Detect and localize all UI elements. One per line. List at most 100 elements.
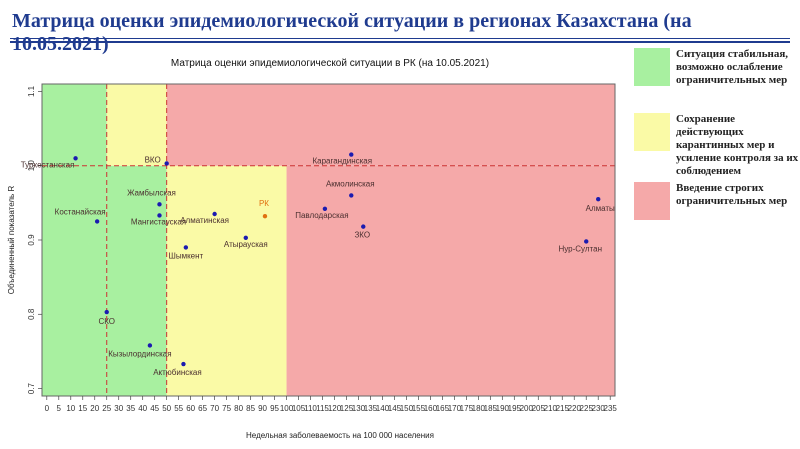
data-point [596, 196, 601, 202]
x-tick-label: 220 [568, 404, 582, 413]
y-tick-label: 0.7 [27, 382, 36, 394]
x-tick-label: 200 [520, 404, 534, 413]
zone-3 [166, 165, 287, 396]
x-tick-label: 165 [436, 404, 450, 413]
point-label: Алматы [586, 204, 615, 213]
chart-title: Матрица оценки эпидемиологической ситуац… [171, 58, 489, 69]
point-label: Актюбинская [153, 368, 202, 377]
point-label: Жамбылская [127, 188, 176, 197]
title-underline [10, 38, 790, 39]
x-tick-label: 215 [556, 404, 570, 413]
data-point [212, 211, 217, 217]
x-tick-label: 75 [222, 404, 231, 413]
x-tick-label: 20 [90, 404, 99, 413]
legend-item: Введение строгих ограничительных мер [634, 182, 800, 220]
y-axis-label: Объединенный показатель R [7, 186, 16, 295]
y-tick-label: 1.0 [27, 160, 36, 172]
data-point [349, 193, 354, 198]
y-tick-label: 0.8 [27, 308, 36, 320]
point-label: Мангистауская [131, 217, 186, 226]
x-axis-ticks: 0 5 10 15 20 25 30 35 40 45 50 55 60 65 70 75 80 85 90 95 10… [45, 396, 618, 413]
point-label: СКО [98, 317, 115, 326]
x-tick-label: 25 [102, 404, 111, 413]
data-point [164, 161, 169, 166]
y-tick-label: 1.1 [27, 85, 36, 97]
x-tick-label: 0 [45, 404, 50, 413]
x-tick-label: 80 [234, 404, 243, 413]
x-tick-label: 35 [126, 404, 135, 413]
title-underline-thick [10, 41, 790, 43]
data-point [349, 152, 354, 157]
point-label: Туркестанская [21, 160, 75, 169]
x-tick-label: 50 [162, 404, 171, 413]
legend-swatch [634, 48, 670, 86]
data-point [183, 245, 189, 250]
zone-1 [106, 165, 167, 396]
zone-5 [286, 165, 615, 396]
point-label: Нур-Султан [558, 244, 602, 253]
data-point [157, 202, 162, 207]
data-point [181, 361, 186, 367]
x-axis-label: Недельная заболеваемость на 100 000 насе… [246, 431, 434, 440]
x-tick-label: 140 [376, 404, 390, 413]
x-tick-label: 135 [364, 404, 378, 413]
legend-text: Введение строгих ограничительных мер [676, 182, 788, 207]
point-label: ВКО [145, 155, 161, 164]
x-tick-label: 190 [496, 404, 510, 413]
x-tick-label: 185 [484, 404, 498, 413]
x-tick-label: 10 [66, 404, 75, 413]
zone-0 [42, 84, 107, 396]
point-label: Шымкент [168, 251, 203, 260]
data-point [243, 235, 248, 240]
x-tick-label: 210 [544, 404, 558, 413]
point-label: Карагандинская [312, 157, 372, 166]
data-point [322, 206, 328, 211]
point-label: Кызылординская [108, 349, 171, 358]
x-tick-label: 105 [292, 404, 306, 413]
data-point [94, 219, 100, 224]
x-tick-label: 145 [388, 404, 402, 413]
legend-swatch [634, 113, 670, 151]
x-tick-label: 110 [304, 404, 317, 413]
data-point [104, 309, 109, 315]
x-tick-label: 150 [400, 404, 414, 413]
legend-swatch [634, 182, 670, 220]
data-point [262, 214, 268, 219]
x-tick-label: 120 [328, 404, 342, 413]
x-tick-label: 85 [246, 404, 255, 413]
x-tick-label: 205 [532, 404, 546, 413]
data-point [361, 224, 366, 229]
x-tick-label: 115 [316, 404, 329, 413]
legend-text: Сохранение действующих карантинных мер и… [676, 113, 799, 177]
zone-4 [166, 84, 616, 166]
x-tick-label: 170 [448, 404, 462, 413]
x-tick-label: 90 [258, 404, 267, 413]
x-tick-label: 180 [472, 404, 486, 413]
y-tick-label: 0.9 [27, 234, 36, 246]
x-tick-label: 160 [424, 404, 438, 413]
data-point [147, 343, 153, 348]
x-tick-label: 175 [460, 404, 474, 413]
x-tick-label: 30 [114, 404, 123, 413]
reference-lines [42, 84, 615, 396]
x-tick-label: 225 [580, 404, 594, 413]
point-label: Атырауская [224, 240, 268, 249]
x-tick-label: 5 [57, 404, 62, 413]
x-tick-label: 130 [352, 404, 366, 413]
y-axis-ticks: 0.7 0.8 0.9 1.0 1.1 [27, 85, 42, 394]
x-tick-label: 70 [210, 404, 219, 413]
x-tick-label: 60 [186, 404, 195, 413]
legend-text: Ситуация стабильная, возможно ослабление… [676, 48, 789, 86]
point-label: РК [259, 199, 269, 208]
x-tick-label: 230 [592, 404, 606, 413]
point-label: Алматинская [180, 216, 229, 225]
x-tick-label: 195 [508, 404, 522, 413]
x-tick-label: 45 [150, 404, 159, 413]
point-label: Павлодарская [295, 211, 348, 220]
point-label: Костанайская [55, 207, 106, 216]
x-tick-label: 95 [270, 404, 279, 413]
data-point [73, 156, 78, 161]
x-tick-label: 15 [78, 404, 87, 413]
x-tick-label: 235 [604, 404, 618, 413]
legend-item: Ситуация стабильная, возможно ослабление… [634, 48, 800, 86]
